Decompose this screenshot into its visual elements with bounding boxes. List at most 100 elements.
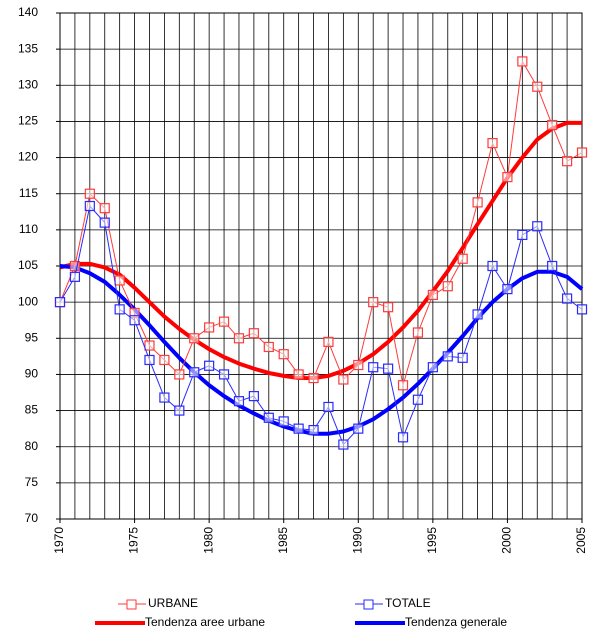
- series-line: [59, 264, 584, 436]
- point-marker: [218, 316, 230, 327]
- y-tick-label: 75: [25, 475, 39, 489]
- point-marker: [218, 369, 230, 380]
- y-tick-label: 135: [18, 41, 38, 55]
- point-marker: [99, 203, 110, 214]
- point-marker: [293, 423, 304, 434]
- point-marker: [427, 362, 438, 373]
- x-tick-label: 1990: [350, 527, 364, 554]
- point-marker: [69, 260, 81, 272]
- point-marker: [248, 328, 259, 339]
- y-tick-label: 80: [25, 439, 39, 453]
- y-tick-label: 120: [18, 150, 38, 164]
- legend-label: Tendenza aree urbane: [145, 615, 265, 629]
- series-line: [59, 120, 582, 381]
- point-marker: [189, 333, 200, 344]
- point-marker: [532, 221, 543, 232]
- legend-label: URBANE: [148, 596, 198, 610]
- point-marker: [442, 351, 453, 362]
- x-tick-label: 1985: [276, 527, 290, 554]
- point-marker: [457, 253, 468, 264]
- x-tick-label: 1980: [201, 527, 215, 554]
- series-line: [59, 60, 583, 386]
- point-marker: [412, 394, 424, 405]
- point-marker: [368, 297, 379, 308]
- point-marker: [487, 260, 498, 272]
- point-marker: [233, 396, 245, 407]
- y-tick-label: 105: [18, 258, 38, 272]
- point-marker: [174, 405, 185, 416]
- point-marker: [84, 200, 95, 212]
- point-marker: [561, 293, 573, 304]
- y-tick-label: 115: [19, 186, 38, 200]
- point-marker: [263, 341, 274, 353]
- y-tick-label: 110: [19, 222, 38, 236]
- point-marker: [547, 260, 558, 272]
- legend-swatch: [126, 599, 137, 610]
- point-marker: [576, 304, 588, 315]
- point-marker: [517, 56, 528, 67]
- point-marker: [114, 304, 125, 315]
- point-marker: [368, 362, 379, 373]
- y-tick-label: 100: [18, 294, 38, 308]
- point-marker: [189, 367, 200, 378]
- x-tick-label: 2005: [574, 527, 588, 554]
- point-marker: [338, 439, 349, 450]
- point-marker: [278, 416, 289, 427]
- y-tick-label: 85: [25, 403, 39, 417]
- point-marker: [99, 217, 110, 228]
- point-marker: [353, 359, 364, 371]
- point-marker: [532, 81, 543, 92]
- point-marker: [144, 340, 155, 351]
- point-marker: [576, 147, 588, 158]
- x-tick-label: 1970: [52, 527, 66, 554]
- point-marker: [323, 336, 334, 347]
- point-marker: [397, 432, 409, 443]
- point-marker: [517, 229, 528, 241]
- point-marker: [457, 352, 468, 363]
- x-tick-label: 1975: [127, 527, 141, 554]
- legend-label: TOTALE: [385, 596, 431, 610]
- point-marker: [308, 424, 319, 436]
- x-tick-label: 1995: [425, 527, 439, 554]
- point-marker: [472, 197, 483, 208]
- legend-item: TOTALE: [355, 596, 431, 610]
- point-marker: [412, 327, 424, 338]
- legend-swatch: [363, 599, 374, 610]
- point-marker: [204, 322, 215, 333]
- point-marker: [69, 271, 81, 282]
- point-marker: [427, 289, 438, 301]
- point-marker: [308, 372, 319, 384]
- y-tick-label: 140: [18, 5, 38, 19]
- point-marker: [159, 392, 170, 403]
- point-marker: [278, 349, 289, 360]
- point-marker: [84, 188, 95, 199]
- point-marker: [383, 363, 394, 374]
- point-marker: [233, 333, 245, 344]
- point-marker: [338, 374, 349, 385]
- point-marker: [472, 309, 483, 320]
- point-marker: [248, 391, 259, 402]
- point-marker: [144, 354, 155, 366]
- point-marker: [561, 156, 573, 167]
- point-marker: [442, 281, 453, 292]
- point-marker: [129, 315, 140, 326]
- point-marker: [487, 138, 498, 149]
- point-marker: [293, 369, 304, 380]
- point-marker: [547, 119, 558, 131]
- point-marker: [323, 401, 334, 413]
- y-tick-label: 130: [18, 77, 38, 91]
- x-tick-label: 2000: [500, 527, 514, 554]
- y-tick-label: 70: [25, 511, 39, 525]
- point-marker: [383, 302, 394, 313]
- point-marker: [54, 297, 66, 308]
- legend-item: URBANE: [118, 596, 198, 610]
- y-tick-label: 125: [18, 114, 38, 128]
- legend-label: Tendenza generale: [405, 615, 507, 629]
- point-marker: [114, 275, 125, 286]
- point-marker: [204, 360, 215, 371]
- y-tick-label: 90: [25, 367, 39, 381]
- legend-item: Tendenza generale: [355, 615, 507, 629]
- legend-item: Tendenza aree urbane: [95, 615, 265, 629]
- point-marker: [502, 284, 513, 295]
